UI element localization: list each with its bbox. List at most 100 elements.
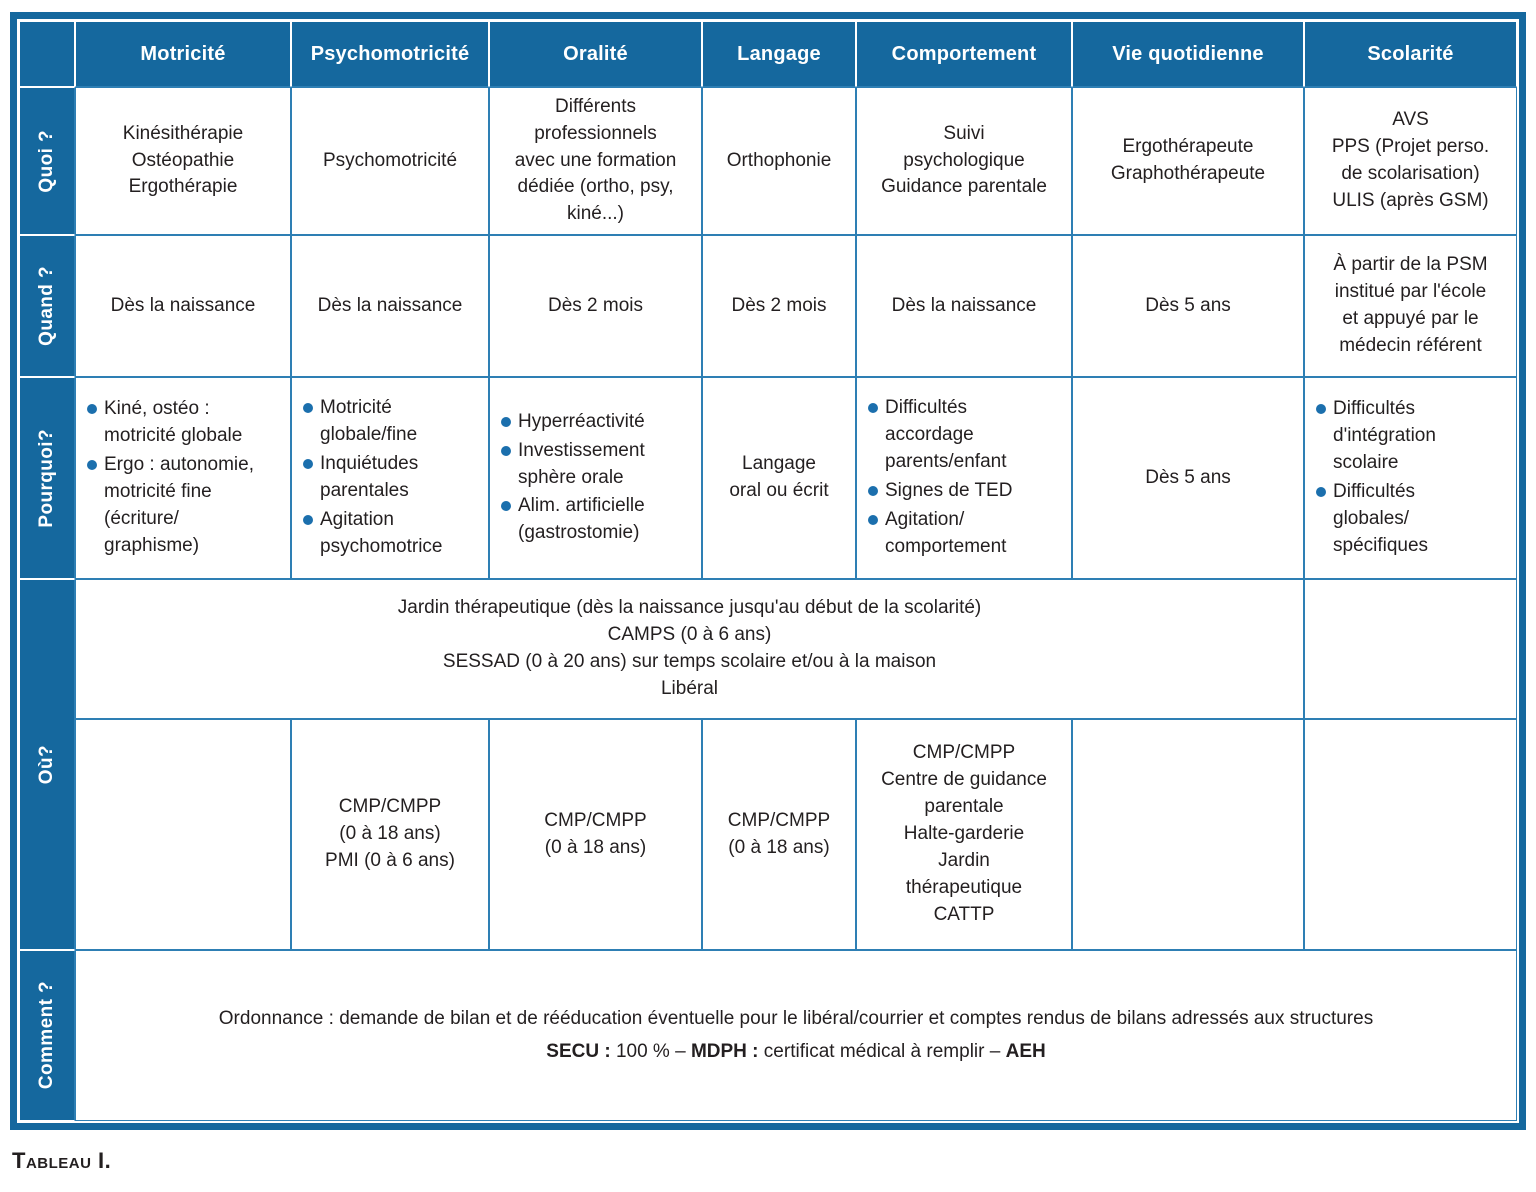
cell-quand-comportement: Dès la naissance xyxy=(856,235,1072,377)
comment-line-ordonnance: Ordonnance : demande de bilan et de rééd… xyxy=(218,1007,1374,1029)
row-label-text: Quoi ? xyxy=(35,129,57,193)
bullet-item: Investissement sphère orale xyxy=(501,438,645,492)
bullet-text: Agitation psychomotrice xyxy=(320,508,443,557)
bullet-dot-icon xyxy=(1316,404,1326,415)
cell-text: Suivi psychologique Guidance parentale xyxy=(881,122,1047,198)
segment-bold: AEH xyxy=(1005,1040,1046,1062)
row-label-text: Comment ? xyxy=(35,981,57,1090)
cell-ou-comportement: CMP/CMPP Centre de guidance parentale Ha… xyxy=(856,719,1072,950)
segment-bold: SECU : xyxy=(546,1040,611,1062)
cell-text: Ergothérapeute Graphothérapeute xyxy=(1110,136,1266,184)
col-header-motricite: Motricité xyxy=(75,21,291,87)
cell-text: Dès la naissance xyxy=(317,294,463,316)
cell-ou-langage: CMP/CMPP (0 à 18 ans) xyxy=(702,719,856,950)
col-header-label: Langage xyxy=(737,42,821,65)
bullet-dot-icon xyxy=(87,404,97,415)
cell-quoi-scolarite: AVS PPS (Projet perso. de scolarisation)… xyxy=(1304,87,1517,235)
row-label-ou: Où? xyxy=(19,579,75,950)
cell-quand-scolarite: À partir de la PSM institué par l'école … xyxy=(1304,235,1517,377)
cell-text: Dès 2 mois xyxy=(547,294,644,316)
row-label-text: Quand ? xyxy=(35,266,57,346)
row-label-quoi: Quoi ? xyxy=(19,87,75,235)
bullet-dot-icon xyxy=(501,501,511,512)
cell-text: CMP/CMPP Centre de guidance parentale Ha… xyxy=(881,742,1047,925)
col-header-psychomotricite: Psychomotricité xyxy=(291,21,489,87)
table-caption: Tableau I. xyxy=(12,1148,112,1173)
bullet-item: Inquiétudes parentales xyxy=(303,451,418,505)
cell-text: Dès 5 ans xyxy=(1145,466,1231,488)
cell-pourquoi-langage: Langage oral ou écrit xyxy=(702,377,856,579)
bullet-item: Kiné, ostéo : motricité globale xyxy=(87,396,242,450)
row-label-quand: Quand ? xyxy=(19,235,75,377)
bullet-text: Inquiétudes parentales xyxy=(320,453,419,501)
col-header-langage: Langage xyxy=(702,21,856,87)
bullet-dot-icon xyxy=(868,403,878,414)
cell-comment-content: Ordonnance : demande de bilan et de rééd… xyxy=(75,950,1517,1121)
cell-quoi-oralite: Différents professionnels avec une forma… xyxy=(489,87,702,235)
segment-text: 100 % – xyxy=(610,1040,691,1062)
col-header-label: Scolarité xyxy=(1367,42,1454,65)
bullet-item: Alim. artificielle (gastrostomie) xyxy=(501,493,645,547)
cell-ou-scolarite-bas xyxy=(1304,719,1517,950)
cell-text: Dès la naissance xyxy=(891,294,1037,316)
cell-text: Langage oral ou écrit xyxy=(729,453,829,501)
bullet-dot-icon xyxy=(303,459,313,470)
bullet-text: Alim. artificielle (gastrostomie) xyxy=(518,495,645,544)
row-label-comment: Comment ? xyxy=(19,950,75,1121)
cell-text: AVS PPS (Projet perso. de scolarisation)… xyxy=(1331,109,1490,211)
bullet-item: Agitation/ comportement xyxy=(868,507,1006,561)
bullet-item: Motricité globale/fine xyxy=(303,395,417,449)
cell-quand-motricite: Dès la naissance xyxy=(75,235,291,377)
col-header-label: Vie quotidienne xyxy=(1112,42,1264,65)
segment-text: certificat médical à remplir – xyxy=(758,1040,1006,1062)
cell-text: CMP/CMPP (0 à 18 ans) xyxy=(727,809,831,858)
bullet-dot-icon xyxy=(87,460,97,471)
cell-text: Dès 2 mois xyxy=(731,294,827,316)
cell-text: Différents professionnels avec une forma… xyxy=(514,95,677,225)
cell-ou-scolarite-haut xyxy=(1304,579,1517,719)
bullet-text: Difficultés d'intégration scolaire xyxy=(1333,398,1436,474)
cell-text: CMP/CMPP (0 à 18 ans) PMI (0 à 6 ans) xyxy=(325,796,455,871)
bullet-dot-icon xyxy=(303,403,313,414)
therapy-table: Motricité Psychomotricité Oralité Langag… xyxy=(10,12,1526,1130)
cell-ou-structures-communes: Jardin thérapeutique (dès la naissance j… xyxy=(75,579,1304,719)
col-header-label: Oralité xyxy=(563,42,628,65)
cell-text: Dès 5 ans xyxy=(1145,294,1231,316)
cell-text: Dès la naissance xyxy=(110,294,256,316)
bullet-dot-icon xyxy=(1316,487,1326,497)
bullet-text: Agitation/ comportement xyxy=(885,508,1007,557)
cell-text: Jardin thérapeutique (dès la naissance j… xyxy=(397,597,982,699)
bullet-text: Ergo : autonomie, motricité fine (écritu… xyxy=(104,454,254,556)
bullet-text: Difficultés globales/ spécifiques xyxy=(1333,481,1429,556)
cell-quand-vie-quotidienne: Dès 5 ans xyxy=(1072,235,1304,377)
cell-quand-psychomotricite: Dès la naissance xyxy=(291,235,489,377)
cell-pourquoi-comportement: Difficultés accordage parents/enfant Sign… xyxy=(856,377,1072,579)
cell-quoi-comportement: Suivi psychologique Guidance parentale xyxy=(856,87,1072,235)
bullet-text: Kiné, ostéo : motricité globale xyxy=(104,398,243,447)
bullet-dot-icon xyxy=(868,486,878,496)
cell-quoi-psychomotricite: Psychomotricité xyxy=(291,87,489,235)
bullet-text: Motricité globale/fine xyxy=(320,397,418,446)
bullet-item: Agitation psychomotrice xyxy=(303,507,443,561)
bullet-dot-icon xyxy=(868,514,878,525)
bullet-text: Hyperréactivité xyxy=(518,410,645,432)
bullet-dot-icon xyxy=(303,514,313,525)
col-header-label: Comportement xyxy=(891,42,1037,65)
cell-pourquoi-scolarite: Difficultés d'intégration scolaire Diffic… xyxy=(1304,377,1517,579)
col-header-oralite: Oralité xyxy=(489,21,702,87)
col-header-scolarite: Scolarité xyxy=(1304,21,1517,87)
cell-text: CMP/CMPP (0 à 18 ans) xyxy=(544,809,647,858)
bullet-text: Investissement sphère orale xyxy=(518,439,645,488)
bullet-item: Hyperréactivité xyxy=(501,409,645,436)
cell-ou-motricite xyxy=(75,719,291,950)
col-header-label: Psychomotricité xyxy=(310,42,470,65)
cell-pourquoi-motricite: Kiné, ostéo : motricité globale Ergo : au… xyxy=(75,377,291,579)
col-header-label: Motricité xyxy=(140,42,226,65)
cell-pourquoi-oralite: Hyperréactivité Investissement sphère ora… xyxy=(489,377,702,579)
col-header-vie-quotidienne: Vie quotidienne xyxy=(1072,21,1304,87)
cell-quoi-vie-quotidienne: Ergothérapeute Graphothérapeute xyxy=(1072,87,1304,235)
bullet-item: Difficultés accordage parents/enfant xyxy=(868,395,1006,476)
cell-ou-vie-quotidienne xyxy=(1072,719,1304,950)
cell-quand-oralite: Dès 2 mois xyxy=(489,235,702,377)
